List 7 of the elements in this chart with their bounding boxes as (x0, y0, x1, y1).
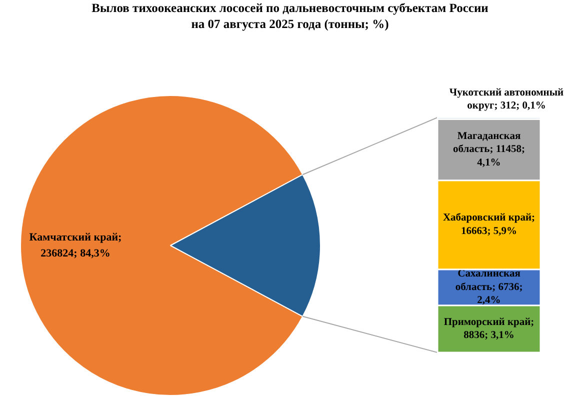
data-label: Камчатский край; 236824; 84,3% (29, 232, 122, 260)
data-label: Сахалинская область; 6736; 2,4% (455, 268, 523, 306)
data-label: Магаданская область; 11458; 4,1% (452, 131, 526, 168)
data-label: Приморский край; 8836; 3,1% (444, 316, 534, 342)
data-label: Чукотский автономный округ; 312; 0,1% (449, 87, 564, 112)
data-label: Хабаровский край; 16663; 5,9% (442, 212, 536, 237)
chart-title: Вылов тихоокеанских лососей по дальневосточным субъектам России на 07 августа 2025 года (тонны; %) (90, 0, 490, 32)
